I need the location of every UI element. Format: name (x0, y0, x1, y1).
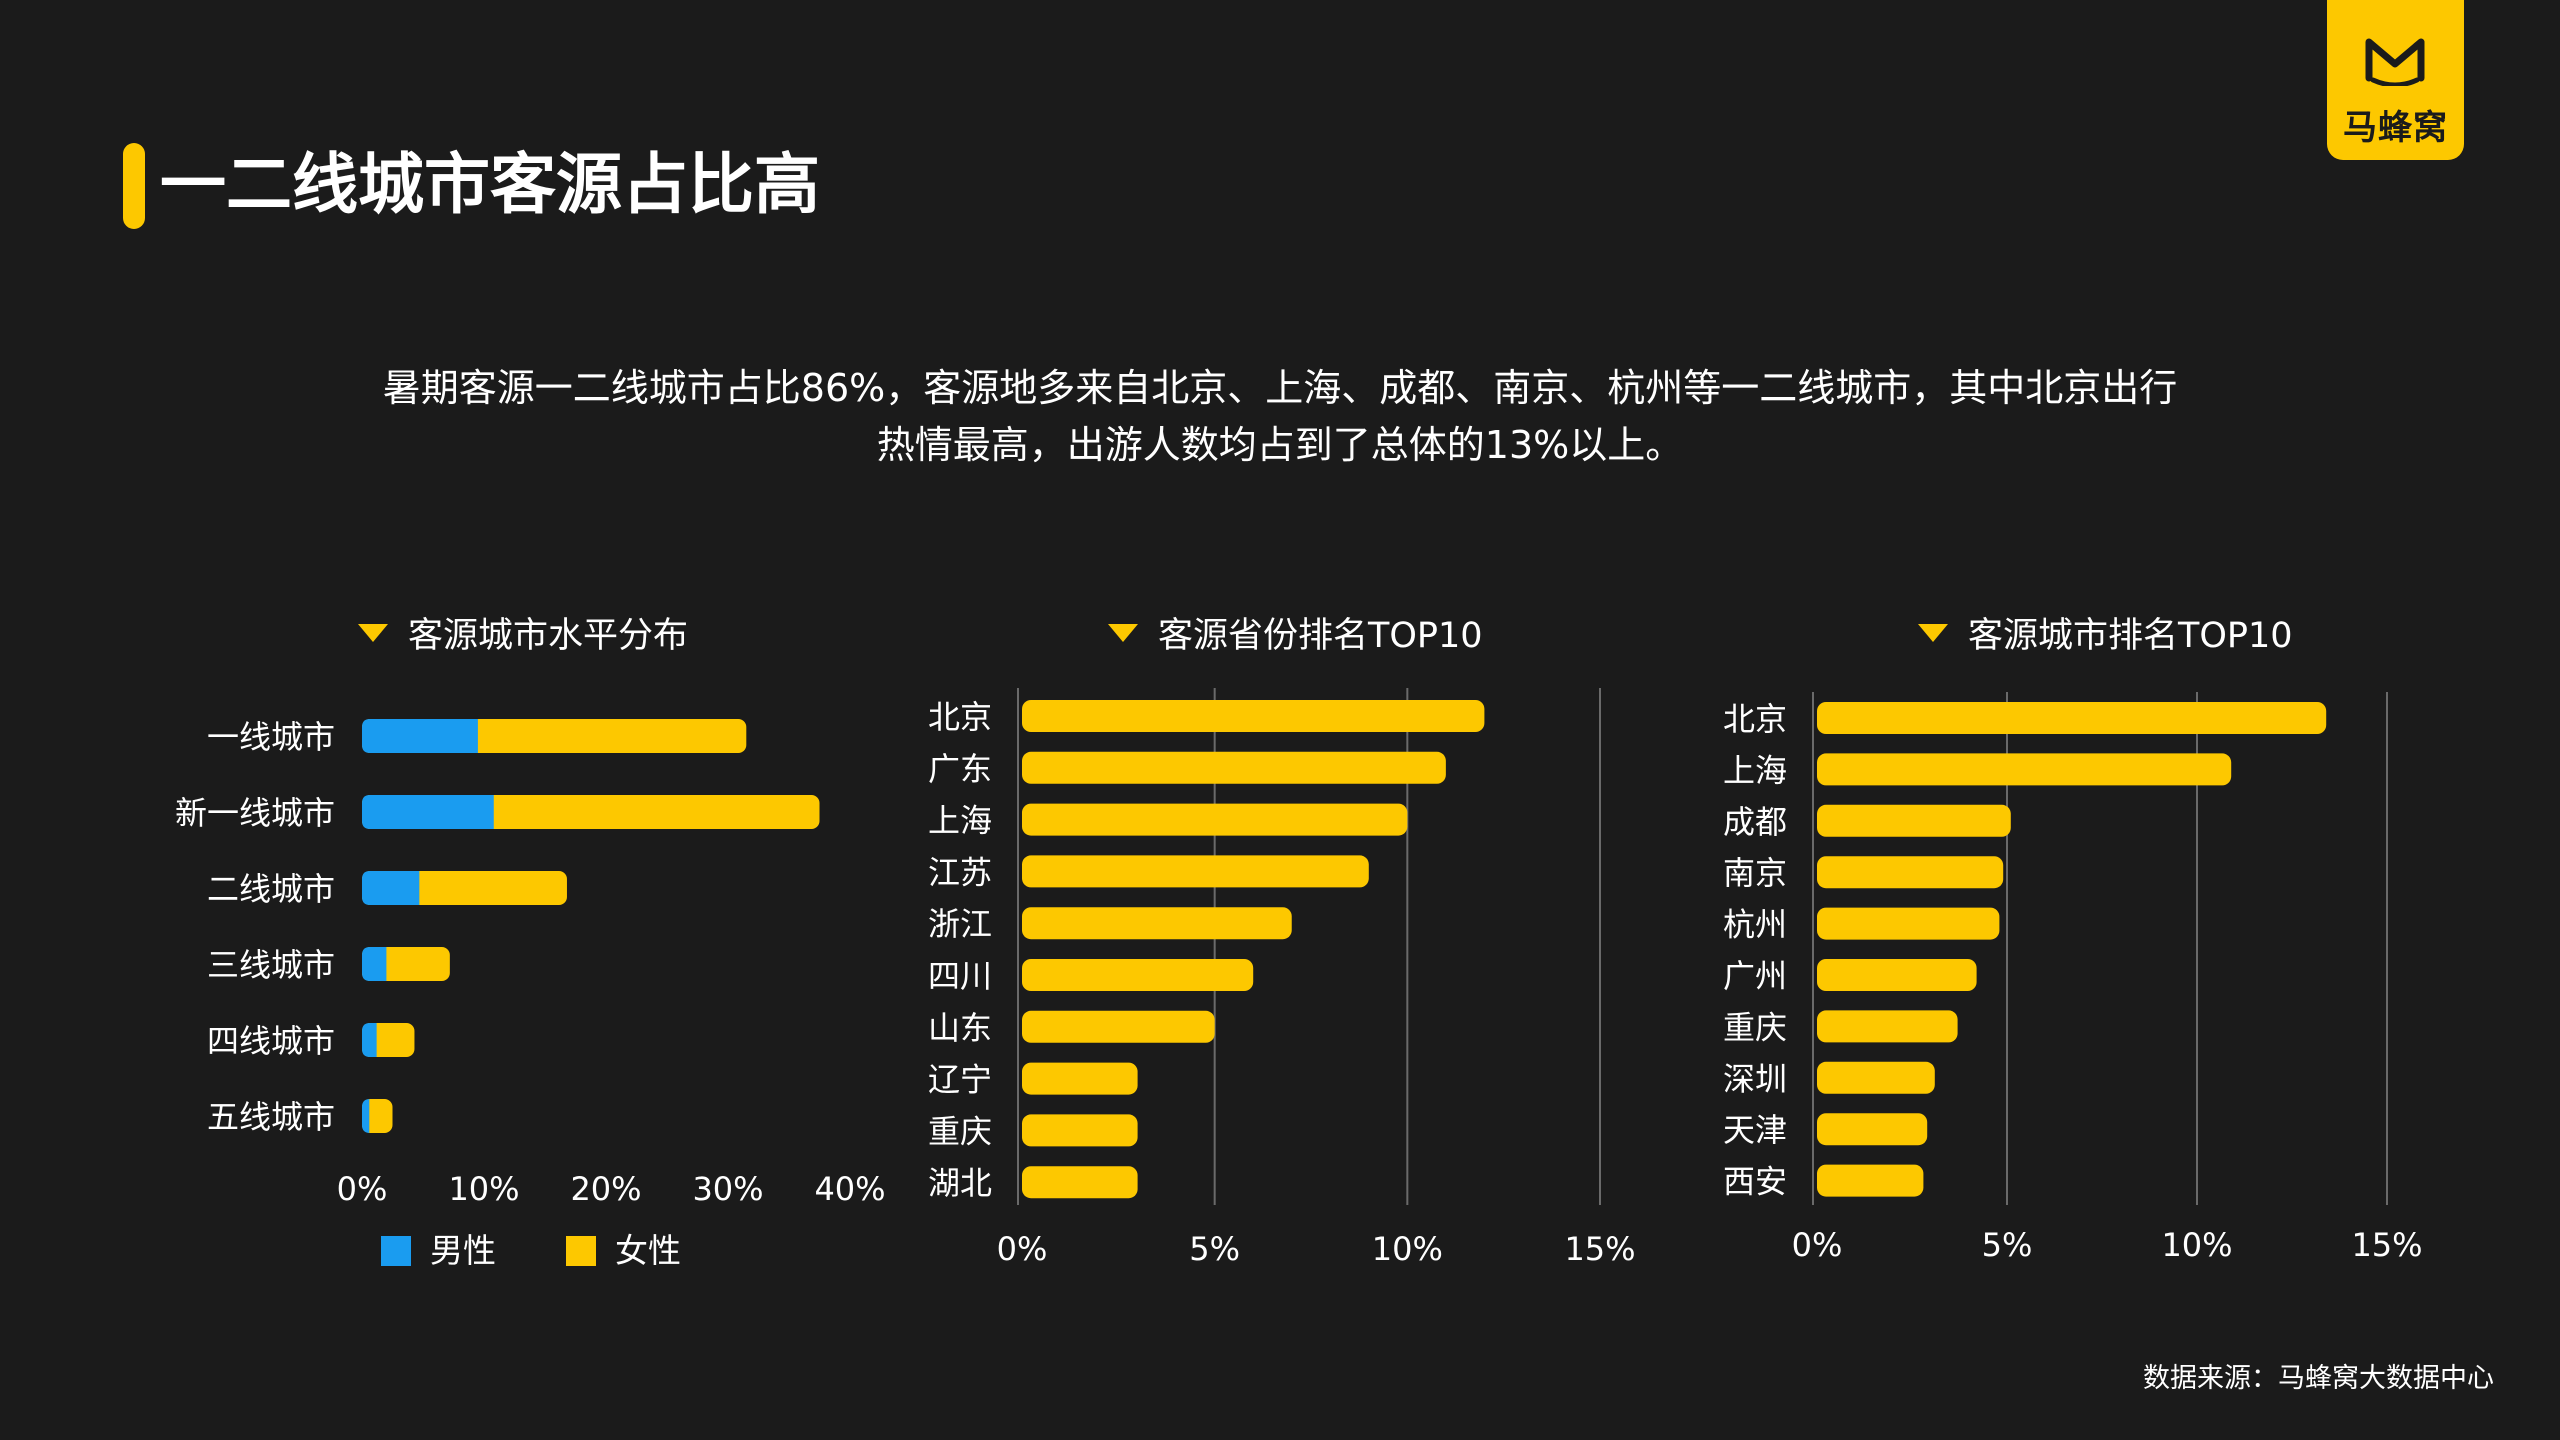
chart2-subtitle: 客源省份排名TOP10 (1108, 616, 1483, 656)
x-tick-label: 40% (814, 1170, 885, 1208)
x-tick-label: 5% (1982, 1226, 2033, 1264)
category-label: 成都 (1723, 803, 1787, 841)
x-tick-label: 15% (1564, 1230, 1635, 1268)
x-tick-label: 10% (1372, 1230, 1443, 1268)
bar-male (362, 1023, 377, 1057)
bar-male (362, 871, 420, 905)
category-label: 二线城市 (207, 870, 335, 908)
bar (1022, 1114, 1138, 1147)
category-label: 四川 (928, 957, 992, 995)
chart1-title: 客源城市水平分布 (408, 616, 689, 656)
bar-male (362, 1099, 370, 1133)
category-label: 江苏 (928, 853, 992, 891)
category-label: 西安 (1723, 1163, 1787, 1201)
x-tick-label: 15% (2351, 1226, 2422, 1264)
chart1-subtitle: 客源城市水平分布 (358, 616, 688, 656)
bar (1022, 700, 1485, 732)
bar (1817, 959, 1977, 991)
bar (1022, 1062, 1138, 1095)
legend-swatch-female (566, 1236, 596, 1266)
category-label: 天津 (1723, 1111, 1787, 1149)
category-label: 杭州 (1723, 906, 1787, 944)
x-tick-label: 5% (1189, 1230, 1240, 1268)
x-tick-label: 30% (692, 1170, 763, 1208)
category-label: 三线城市 (207, 946, 335, 984)
legend-label-female: 女性 (615, 1231, 681, 1270)
chart3-title: 客源城市排名TOP10 (1968, 616, 2293, 656)
category-label: 北京 (928, 698, 992, 736)
description-line-2: 热情最高，出游人数均占到了总体的13%以上。 (876, 423, 1684, 467)
bar (1022, 907, 1292, 940)
bar (1022, 1166, 1138, 1199)
bar (1022, 803, 1408, 836)
description-line-1: 暑期客源一二线城市占比86%，客源地多来自北京、上海、成都、南京、杭州等一二线城… (382, 366, 2178, 410)
bar (1817, 1010, 1958, 1043)
bar (1817, 907, 2000, 940)
category-label: 北京 (1723, 700, 1787, 738)
legend-label-male: 男性 (430, 1231, 496, 1270)
bar (1022, 855, 1369, 888)
bar (1817, 1061, 1935, 1094)
logo-text: 马蜂窝 (2343, 108, 2448, 148)
category-label: 广东 (928, 750, 992, 788)
category-label: 上海 (928, 802, 992, 840)
bar (1817, 702, 2327, 734)
data-source: 数据来源：马蜂窝大数据中心 (2143, 1363, 2494, 1394)
caret-down-icon (358, 624, 388, 642)
x-tick-label: 0% (1792, 1226, 1843, 1264)
brand-logo[interactable]: 马蜂窝 (2327, 0, 2464, 160)
category-label: 新一线城市 (175, 794, 335, 832)
category-label: 重庆 (928, 1112, 992, 1150)
category-label: 深圳 (1723, 1060, 1787, 1098)
chart3-subtitle: 客源城市排名TOP10 (1918, 616, 2293, 656)
bar (1817, 856, 2004, 889)
category-label: 山东 (928, 1009, 992, 1047)
bar (1022, 751, 1446, 784)
category-label: 重庆 (1723, 1008, 1787, 1046)
x-tick-label: 0% (337, 1170, 388, 1208)
bar-male (362, 719, 478, 753)
chart2-title: 客源省份排名TOP10 (1158, 616, 1483, 656)
category-label: 辽宁 (928, 1061, 992, 1099)
category-label: 五线城市 (207, 1098, 335, 1136)
description: 暑期客源一二线城市占比86%，客源地多来自北京、上海、成都、南京、杭州等一二线城… (150, 360, 2410, 474)
x-tick-label: 10% (2161, 1226, 2232, 1264)
caret-down-icon (1108, 624, 1138, 642)
x-tick-label: 0% (997, 1230, 1048, 1268)
title-accent-bar (123, 143, 145, 229)
page-title: 一二线城市客源占比高 (160, 146, 820, 223)
category-label: 浙江 (928, 905, 992, 943)
category-label: 南京 (1723, 854, 1787, 892)
category-label: 上海 (1723, 751, 1787, 789)
category-label: 广州 (1723, 957, 1787, 995)
x-tick-label: 20% (570, 1170, 641, 1208)
category-label: 四线城市 (207, 1022, 335, 1060)
x-tick-label: 10% (448, 1170, 519, 1208)
bar-male (362, 795, 494, 829)
bar (1817, 1164, 1924, 1197)
bar (1817, 1113, 1928, 1146)
bar (1022, 1010, 1215, 1043)
legend-swatch-male (381, 1236, 411, 1266)
bar-female (362, 1099, 393, 1133)
bar (1817, 753, 2232, 786)
m-logo-icon (2365, 38, 2425, 86)
bar-male (362, 947, 387, 981)
bar (1817, 804, 2011, 837)
caret-down-icon (1918, 624, 1948, 642)
category-label: 一线城市 (207, 718, 335, 756)
category-label: 湖北 (928, 1164, 992, 1202)
bar (1022, 959, 1254, 991)
